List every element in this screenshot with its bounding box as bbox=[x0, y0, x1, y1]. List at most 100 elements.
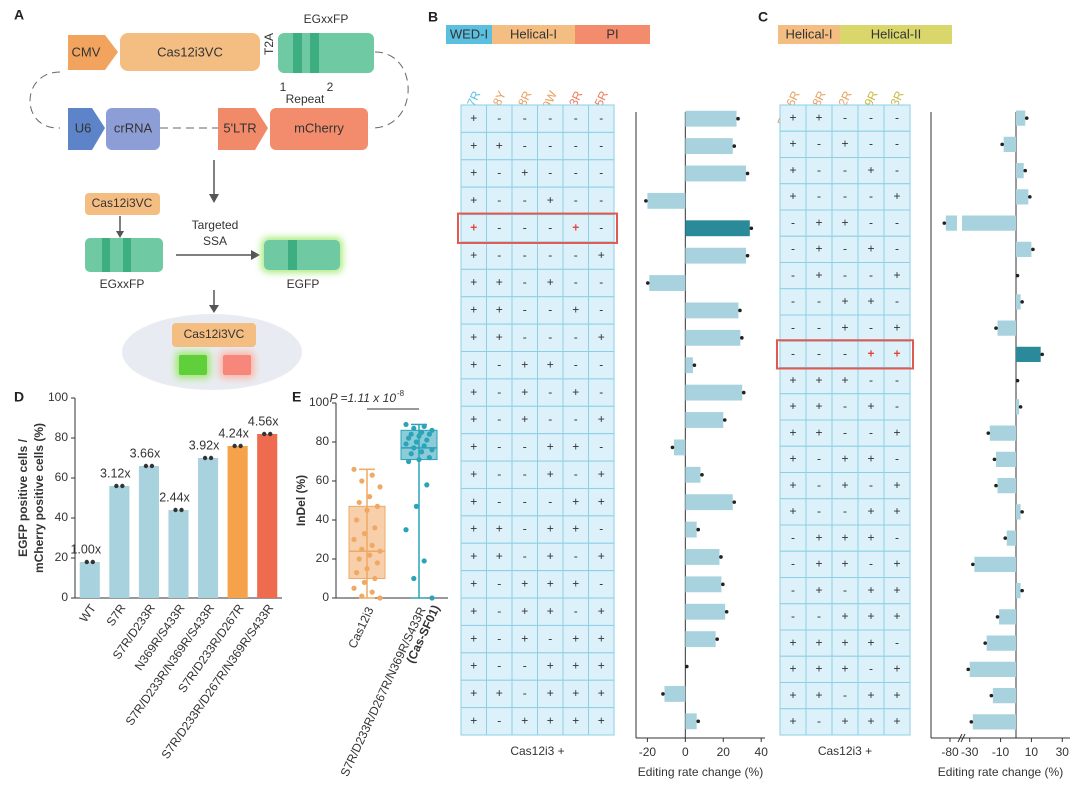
cell bbox=[857, 682, 885, 710]
mcherry-box bbox=[270, 108, 368, 150]
cell-symbol: + bbox=[496, 330, 503, 344]
cell bbox=[588, 542, 615, 572]
cell-symbol: + bbox=[867, 242, 874, 256]
bar bbox=[685, 466, 701, 483]
data-point bbox=[356, 556, 362, 562]
cell bbox=[537, 323, 564, 353]
data-point bbox=[411, 445, 417, 451]
cell-symbol: - bbox=[548, 385, 552, 399]
cell-symbol: + bbox=[496, 549, 503, 563]
node-label: Repeat bbox=[286, 92, 325, 106]
cell bbox=[511, 323, 538, 353]
bar-end-dot bbox=[1028, 195, 1032, 199]
box-chart-e: E 0 20 40 60 80 100 InDel (%) P =1.11 x 10 -8 Cas1… bbox=[292, 389, 448, 779]
cell bbox=[460, 159, 487, 188]
cell-symbol: + bbox=[470, 303, 477, 317]
cell-symbol: - bbox=[497, 111, 501, 125]
bar-end-dot bbox=[700, 472, 704, 477]
cell-symbol: - bbox=[523, 659, 527, 673]
cell-symbol: + bbox=[470, 522, 477, 536]
cell-symbol: - bbox=[791, 294, 795, 308]
fold-change-label: 3.12x bbox=[100, 466, 131, 480]
data-point bbox=[374, 560, 380, 566]
cell-symbol: - bbox=[523, 467, 527, 481]
cell-symbol: - bbox=[548, 166, 552, 180]
data-point bbox=[424, 482, 430, 488]
cell-symbol: + bbox=[815, 110, 822, 124]
bar-dot bbox=[262, 431, 267, 437]
cell-symbol: + bbox=[598, 549, 605, 563]
cell-symbol: - bbox=[599, 220, 603, 234]
cell bbox=[511, 707, 538, 736]
cell-symbol: + bbox=[867, 347, 874, 361]
cell-symbol: - bbox=[895, 399, 899, 413]
arrowhead bbox=[209, 305, 219, 313]
cell-symbol: + bbox=[789, 714, 796, 728]
cell-symbol: - bbox=[869, 320, 873, 334]
cell-symbol: - bbox=[574, 549, 578, 563]
cell bbox=[805, 393, 833, 421]
cell bbox=[511, 268, 538, 298]
cell-symbol: + bbox=[496, 138, 503, 152]
matrix-matrix_c: CHelical-IHelical-IIE326RE328RL332RN369R… bbox=[758, 9, 952, 758]
bar bbox=[986, 635, 1016, 651]
cell-symbol: - bbox=[497, 631, 501, 645]
cell-symbol: - bbox=[843, 347, 847, 361]
cell-symbol: - bbox=[817, 137, 821, 151]
bar bbox=[685, 357, 693, 374]
cell bbox=[779, 472, 807, 500]
cell-symbol: - bbox=[817, 452, 821, 466]
cell-symbol: - bbox=[523, 440, 527, 454]
cell bbox=[857, 577, 885, 605]
cell bbox=[857, 235, 885, 263]
cell-symbol: - bbox=[574, 166, 578, 180]
data-point bbox=[429, 447, 435, 453]
cell bbox=[805, 288, 833, 316]
cell-symbol: - bbox=[574, 604, 578, 618]
bar bbox=[198, 458, 219, 598]
red-signal bbox=[223, 355, 251, 375]
fold-change-label: 3.92x bbox=[189, 438, 220, 452]
cell-symbol: + bbox=[789, 110, 796, 124]
cell-symbol: + bbox=[815, 530, 822, 544]
axis-break bbox=[957, 733, 963, 743]
cell-symbol: - bbox=[599, 385, 603, 399]
cell bbox=[883, 262, 911, 290]
cell-symbol: - bbox=[574, 330, 578, 344]
node-label: Cas12i3VC bbox=[184, 327, 245, 341]
cell-symbol: + bbox=[470, 138, 477, 152]
data-point bbox=[411, 575, 417, 582]
cell-symbol: - bbox=[497, 357, 501, 371]
bar-end-dot bbox=[1020, 510, 1024, 514]
bar bbox=[685, 138, 733, 155]
bar bbox=[1016, 241, 1032, 257]
cell bbox=[883, 603, 911, 631]
data-point bbox=[403, 527, 409, 533]
cell-symbol: + bbox=[815, 557, 822, 571]
cell-symbol: - bbox=[574, 138, 578, 152]
domain-box bbox=[575, 25, 650, 44]
data-point bbox=[369, 472, 375, 478]
cell-symbol: - bbox=[548, 494, 552, 508]
cell-symbol: - bbox=[523, 686, 527, 700]
bar-end-dot bbox=[1024, 116, 1029, 120]
cell bbox=[857, 157, 885, 185]
cell bbox=[831, 498, 859, 526]
y-tick-label: 40 bbox=[55, 510, 69, 524]
cell-symbol: + bbox=[815, 373, 822, 387]
cell bbox=[805, 708, 833, 736]
cell-symbol: + bbox=[547, 522, 554, 536]
bar-dot bbox=[84, 559, 89, 565]
x-tick-label: WT bbox=[77, 601, 100, 625]
cell-symbol: + bbox=[547, 577, 554, 591]
cell-symbol: + bbox=[572, 385, 579, 399]
cell-symbol: + bbox=[893, 189, 900, 203]
y-tick-label: 100 bbox=[48, 390, 68, 404]
bar bbox=[673, 439, 686, 456]
cell-symbol: - bbox=[791, 557, 795, 571]
cell-symbol: + bbox=[521, 385, 528, 399]
cell-symbol: - bbox=[599, 440, 603, 454]
cell-symbol: - bbox=[843, 583, 847, 597]
cell bbox=[857, 419, 885, 447]
bar-end-dot bbox=[969, 720, 974, 724]
